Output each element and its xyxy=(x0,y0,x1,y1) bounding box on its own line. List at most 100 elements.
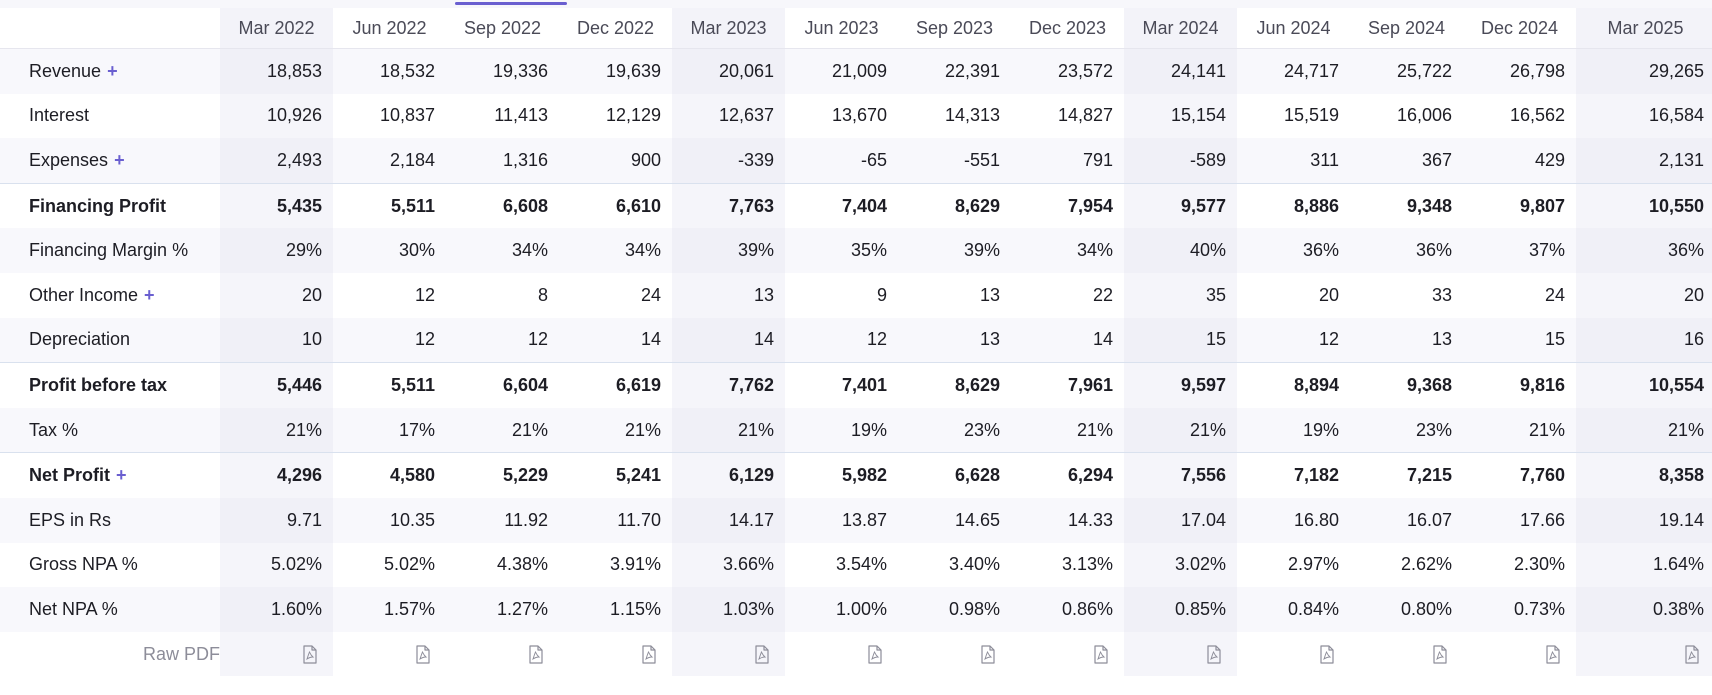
value-cell: 21% xyxy=(446,407,559,453)
pdf-file-icon[interactable] xyxy=(1545,645,1561,664)
pdf-file-icon[interactable] xyxy=(528,645,544,664)
value-cell: 1,316 xyxy=(446,138,559,184)
value-cell: 20 xyxy=(1576,272,1712,318)
pdf-file-icon[interactable] xyxy=(980,645,996,664)
row-label-cell: Financing Margin % xyxy=(0,228,220,273)
value-cell: 7,556 xyxy=(1124,452,1237,498)
value-cell: 0.38% xyxy=(1576,587,1712,632)
header-period-10[interactable]: Sep 2024 xyxy=(1350,8,1463,49)
expand-plus-icon[interactable]: + xyxy=(107,60,118,81)
pdf-file-icon[interactable] xyxy=(641,645,657,664)
value-cell: 9,816 xyxy=(1463,362,1576,408)
value-cell: 17.66 xyxy=(1463,497,1576,543)
header-period-7[interactable]: Dec 2023 xyxy=(1011,8,1124,49)
row-label[interactable]: Net Profit xyxy=(29,465,110,486)
value-cell: 7,215 xyxy=(1350,452,1463,498)
value-cell: 4.38% xyxy=(446,542,559,588)
value-cell: 8,358 xyxy=(1576,452,1712,498)
header-label-cell xyxy=(0,8,220,49)
value-cell: 2.62% xyxy=(1350,542,1463,588)
value-cell: 11.70 xyxy=(559,497,672,543)
row-label-cell[interactable]: Net Profit + xyxy=(0,452,220,498)
quarterly-results-table: Mar 2022 Jun 2022 Sep 2022 Dec 2022 Mar 2023… xyxy=(0,8,1712,677)
raw-pdf-cell xyxy=(1011,631,1124,677)
value-cell: 10,926 xyxy=(220,93,333,139)
pdf-file-icon[interactable] xyxy=(302,645,318,664)
row-label-cell[interactable]: Expenses + xyxy=(0,138,220,184)
pdf-file-icon[interactable] xyxy=(1093,645,1109,664)
value-cell: 19% xyxy=(1237,407,1350,453)
header-period-11[interactable]: Dec 2024 xyxy=(1463,8,1576,49)
pdf-file-icon[interactable] xyxy=(1432,645,1448,664)
value-cell: 5.02% xyxy=(220,542,333,588)
expand-plus-icon[interactable]: + xyxy=(114,149,125,170)
row-label: Gross NPA % xyxy=(29,554,138,575)
value-cell: 36% xyxy=(1237,228,1350,273)
table-row: Tax % 21% 17% 21% 21% 21% 19% 23% 21% 21% 19% 23% 21… xyxy=(0,407,1712,453)
value-cell: 39% xyxy=(672,228,785,273)
header-period-5[interactable]: Jun 2023 xyxy=(785,8,898,49)
table-row: Gross NPA % 5.02% 5.02% 4.38% 3.91% 3.66% 3.54… xyxy=(0,542,1712,588)
value-cell: 14 xyxy=(1011,317,1124,363)
value-cell: 12 xyxy=(446,317,559,363)
value-cell: 9 xyxy=(785,272,898,318)
value-cell: 2.97% xyxy=(1237,542,1350,588)
value-cell: 0.98% xyxy=(898,587,1011,632)
value-cell: 7,404 xyxy=(785,182,898,229)
raw-pdf-cell xyxy=(785,631,898,677)
row-label: Tax % xyxy=(29,419,79,440)
value-cell: 429 xyxy=(1463,138,1576,184)
value-cell: 36% xyxy=(1576,228,1712,273)
table-row: Profit before tax 5,446 5,511 6,604 6,619 7,7… xyxy=(0,362,1712,408)
value-cell: 19,639 xyxy=(559,48,672,94)
row-label[interactable]: Expenses xyxy=(29,149,109,170)
row-label[interactable]: Other Income xyxy=(29,284,139,305)
header-period-12[interactable]: Mar 2025 xyxy=(1576,8,1712,49)
value-cell: 4,296 xyxy=(220,452,333,498)
value-cell: 21% xyxy=(1011,407,1124,453)
header-period-3[interactable]: Dec 2022 xyxy=(559,8,672,49)
pdf-file-icon[interactable] xyxy=(754,645,770,664)
header-period-1[interactable]: Jun 2022 xyxy=(333,8,446,49)
expand-plus-icon[interactable]: + xyxy=(116,465,127,486)
table-row: Revenue +18,853 18,532 19,336 19,639 20,061 21… xyxy=(0,48,1712,94)
value-cell: 20 xyxy=(220,272,333,318)
table-header: Mar 2022 Jun 2022 Sep 2022 Dec 2022 Mar 2023… xyxy=(0,8,1712,49)
row-label-cell[interactable]: Revenue + xyxy=(0,48,220,94)
value-cell: 3.54% xyxy=(785,542,898,588)
value-cell: 791 xyxy=(1011,138,1124,184)
value-cell: 2,493 xyxy=(220,138,333,184)
value-cell: 16 xyxy=(1576,317,1712,363)
value-cell: -551 xyxy=(898,138,1011,184)
header-period-6[interactable]: Sep 2023 xyxy=(898,8,1011,49)
header-period-8[interactable]: Mar 2024 xyxy=(1124,8,1237,49)
header-period-9[interactable]: Jun 2024 xyxy=(1237,8,1350,49)
value-cell: 15,519 xyxy=(1237,93,1350,139)
pdf-file-icon[interactable] xyxy=(867,645,883,664)
value-cell: 7,760 xyxy=(1463,452,1576,498)
row-label[interactable]: Revenue xyxy=(29,60,102,81)
pdf-file-icon[interactable] xyxy=(1319,645,1335,664)
value-cell: 34% xyxy=(1011,228,1124,273)
value-cell: 1.00% xyxy=(785,587,898,632)
value-cell: 11.92 xyxy=(446,497,559,543)
value-cell: 6,610 xyxy=(559,182,672,229)
expand-plus-icon[interactable]: + xyxy=(144,284,155,305)
header-period-2[interactable]: Sep 2022 xyxy=(446,8,559,49)
value-cell: 39% xyxy=(898,228,1011,273)
table-row: Other Income +20 12 8 24 13 9 13 22 35 20 33 24 20 xyxy=(0,272,1712,318)
value-cell: 7,763 xyxy=(672,182,785,229)
row-label-cell: Interest xyxy=(0,93,220,139)
header-period-4[interactable]: Mar 2023 xyxy=(672,8,785,49)
pdf-file-icon[interactable] xyxy=(415,645,431,664)
value-cell: 1.57% xyxy=(333,587,446,632)
value-cell: 19% xyxy=(785,407,898,453)
value-cell: 10,554 xyxy=(1576,362,1712,408)
row-label: Financing Margin % xyxy=(29,240,189,261)
header-period-0[interactable]: Mar 2022 xyxy=(220,8,333,49)
raw-pdf-row: Raw PDF xyxy=(0,631,1712,677)
value-cell: 9.71 xyxy=(220,497,333,543)
pdf-file-icon[interactable] xyxy=(1684,645,1700,664)
row-label-cell[interactable]: Other Income + xyxy=(0,272,220,318)
pdf-file-icon[interactable] xyxy=(1206,645,1222,664)
